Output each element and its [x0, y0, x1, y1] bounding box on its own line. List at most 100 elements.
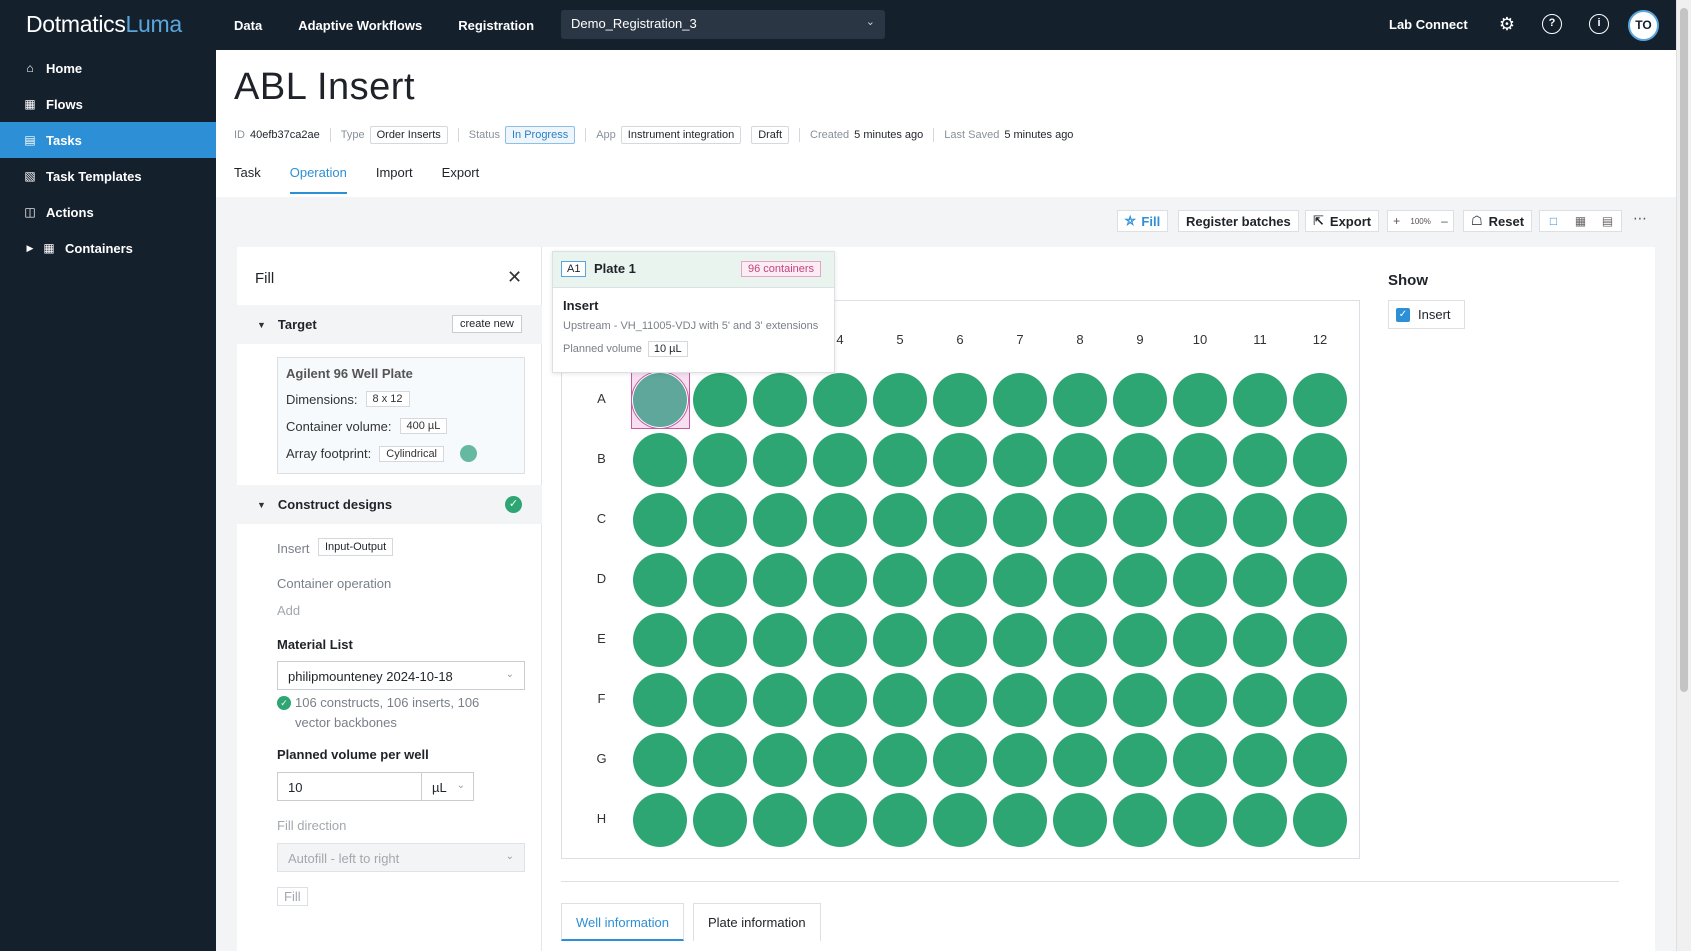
plate-well[interactable] — [1053, 493, 1107, 547]
plate-well[interactable] — [993, 433, 1047, 487]
plate-well[interactable] — [753, 673, 807, 727]
plate-well[interactable] — [1233, 553, 1287, 607]
plate-well[interactable] — [1053, 793, 1107, 847]
plate-well[interactable] — [1233, 793, 1287, 847]
plate-well[interactable] — [1293, 373, 1347, 427]
plate-well[interactable] — [1173, 673, 1227, 727]
plate-well[interactable] — [1113, 493, 1167, 547]
plate-well[interactable] — [693, 553, 747, 607]
plate-well[interactable] — [1053, 613, 1107, 667]
plate-well[interactable] — [993, 673, 1047, 727]
plate-well[interactable] — [1053, 673, 1107, 727]
plate-well[interactable] — [933, 673, 987, 727]
plate-well[interactable] — [1053, 553, 1107, 607]
page-scrollbar[interactable] — [1676, 0, 1691, 951]
plate-well[interactable] — [633, 493, 687, 547]
plate-well[interactable] — [633, 733, 687, 787]
sidebar-item-flows[interactable]: ▦ Flows — [0, 86, 216, 122]
plate-well[interactable] — [1113, 433, 1167, 487]
planned-volume-input[interactable]: 10 — [277, 772, 422, 801]
add-link[interactable]: Add — [277, 603, 301, 618]
plate-well[interactable] — [993, 613, 1047, 667]
plate-well[interactable] — [1173, 733, 1227, 787]
lab-connect-link[interactable]: Lab Connect — [1389, 17, 1468, 32]
plate-well[interactable] — [1293, 493, 1347, 547]
plate-well[interactable] — [1173, 613, 1227, 667]
plate-well[interactable] — [1293, 733, 1347, 787]
plate-well[interactable] — [993, 733, 1047, 787]
plate-well[interactable] — [633, 373, 687, 427]
tab-operation[interactable]: Operation — [289, 165, 347, 194]
plate-well[interactable] — [813, 433, 867, 487]
app-logo[interactable]: DotmaticsLuma — [26, 11, 182, 37]
plate-well[interactable] — [753, 553, 807, 607]
create-new-button[interactable]: create new — [452, 315, 522, 333]
plate-well[interactable] — [813, 373, 867, 427]
plate-well[interactable] — [813, 793, 867, 847]
nav-data[interactable]: Data — [234, 17, 263, 33]
plate-well[interactable] — [873, 433, 927, 487]
plate-well[interactable] — [993, 373, 1047, 427]
plate-well[interactable] — [693, 673, 747, 727]
plate-well[interactable] — [933, 733, 987, 787]
plate-well[interactable] — [933, 373, 987, 427]
close-icon[interactable]: ✕ — [507, 267, 523, 287]
plate-well[interactable] — [633, 793, 687, 847]
plate-well[interactable] — [933, 793, 987, 847]
plate-well[interactable] — [873, 613, 927, 667]
plate-well[interactable] — [813, 613, 867, 667]
sidebar-item-actions[interactable]: ◫ Actions — [0, 194, 216, 230]
grid-view-icon[interactable]: ▦ — [1574, 214, 1587, 228]
plate-well[interactable] — [693, 373, 747, 427]
plate-well[interactable] — [873, 553, 927, 607]
plate-well[interactable] — [813, 493, 867, 547]
plate-well[interactable] — [1113, 793, 1167, 847]
plate-well[interactable] — [1293, 613, 1347, 667]
export-button[interactable]: ⇱ Export — [1305, 210, 1380, 232]
material-list-select[interactable]: philipmounteney 2024-10-18 ⌄ — [277, 661, 525, 690]
sidebar-item-home[interactable]: ⌂ Home — [0, 50, 216, 86]
plate-well[interactable] — [1233, 733, 1287, 787]
tab-import[interactable]: Import — [375, 165, 413, 180]
plate-well[interactable] — [1293, 673, 1347, 727]
plate-well[interactable] — [693, 493, 747, 547]
fill-direction-select[interactable]: Autofill - left to right ⌄ — [277, 843, 525, 872]
plate-well[interactable] — [1293, 433, 1347, 487]
plate-well[interactable] — [693, 793, 747, 847]
tab-export[interactable]: Export — [441, 165, 480, 180]
plate-well[interactable] — [873, 493, 927, 547]
plate-well[interactable] — [1113, 613, 1167, 667]
plate-well[interactable] — [1113, 733, 1167, 787]
sidebar-item-task-templates[interactable]: ▧ Task Templates — [0, 158, 216, 194]
plate-well[interactable] — [813, 673, 867, 727]
plate-well[interactable] — [1233, 493, 1287, 547]
construct-designs-header[interactable]: ▼ Construct designs ✓ — [237, 485, 542, 524]
plate-well[interactable] — [1113, 373, 1167, 427]
plate-well[interactable] — [1293, 793, 1347, 847]
plate-well[interactable] — [753, 613, 807, 667]
plate-well[interactable] — [1233, 373, 1287, 427]
show-insert-checkbox[interactable]: ✓ Insert — [1388, 300, 1465, 329]
project-select[interactable]: Demo_Registration_3 ⌄ — [561, 10, 885, 39]
plate-well[interactable] — [1293, 553, 1347, 607]
plate-well[interactable] — [933, 493, 987, 547]
scrollbar-thumb[interactable] — [1680, 8, 1688, 692]
nav-adaptive-workflows[interactable]: Adaptive Workflows — [298, 17, 423, 33]
sidebar-item-tasks[interactable]: ▤ Tasks — [0, 122, 216, 158]
plate-well[interactable] — [1113, 673, 1167, 727]
plate-well[interactable] — [633, 613, 687, 667]
plate-well[interactable] — [633, 433, 687, 487]
plate-well[interactable] — [1233, 433, 1287, 487]
sidebar-item-containers[interactable]: ▶ ▦ Containers — [0, 230, 216, 266]
plate-well[interactable] — [753, 793, 807, 847]
plate-well[interactable] — [1173, 553, 1227, 607]
volume-unit-select[interactable]: µL ⌄ — [421, 772, 474, 801]
plate-well[interactable] — [933, 433, 987, 487]
plate-well[interactable] — [693, 613, 747, 667]
plate-well[interactable] — [633, 673, 687, 727]
register-batches-button[interactable]: Register batches — [1178, 210, 1299, 232]
target-section-header[interactable]: ▼ Target create new — [237, 305, 542, 344]
plate-well[interactable] — [693, 433, 747, 487]
plate-well[interactable] — [1113, 553, 1167, 607]
plate-well[interactable] — [1173, 793, 1227, 847]
